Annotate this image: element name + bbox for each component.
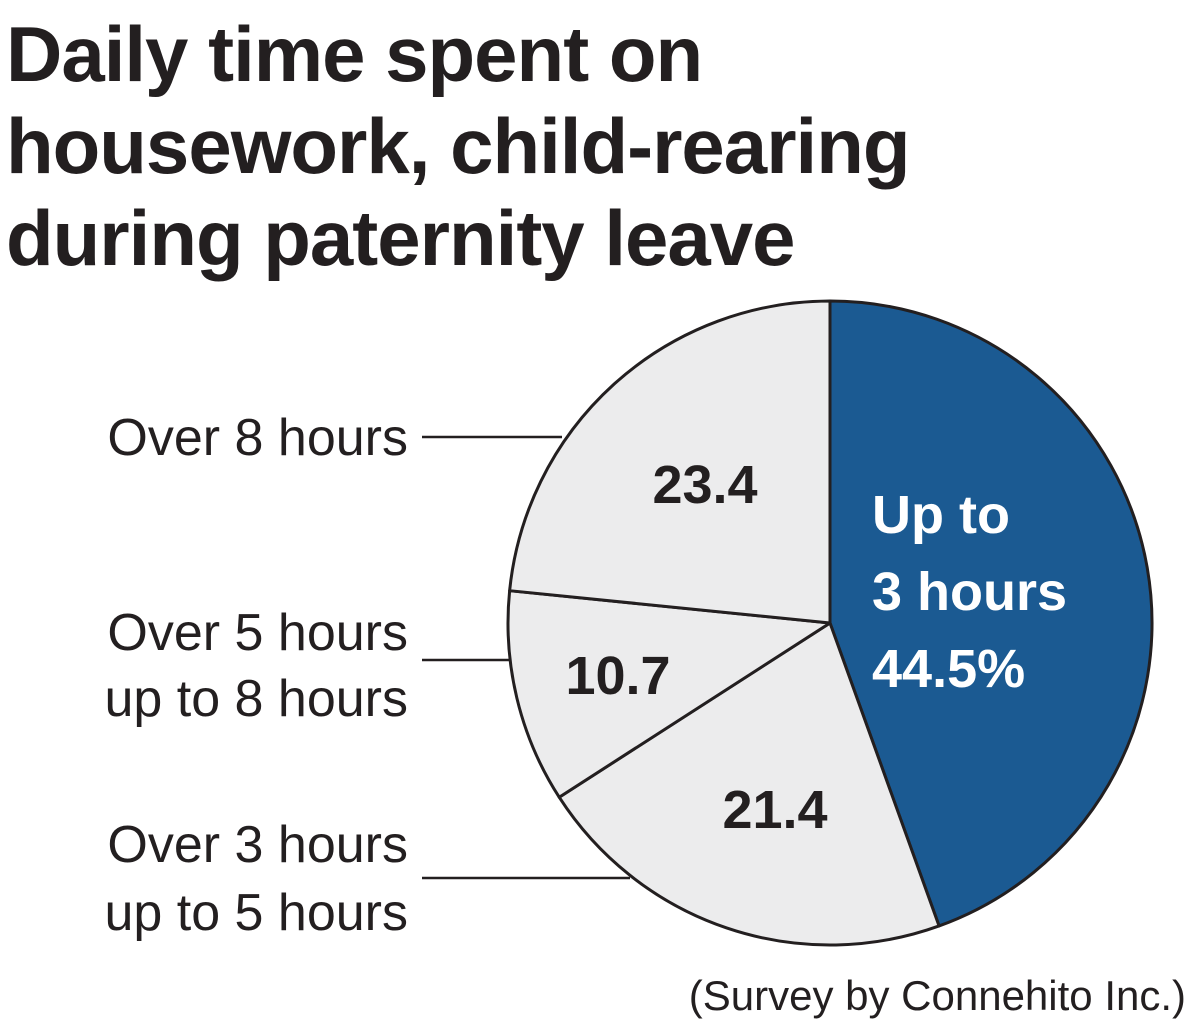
slice-1-category-line-1: up to 5 hours: [104, 884, 408, 942]
pie-labels: Up to 3 hours 44.5% 21.4 Over 3 hours up to 5…: [104, 409, 1067, 942]
pie-slice-0: [828, 299, 1154, 928]
pie-slice-2: [506, 589, 832, 799]
pie-slices: [506, 299, 1154, 947]
slice-2-value: 10.7: [565, 646, 670, 706]
slice-0-label-line-1: 3 hours: [872, 562, 1067, 622]
slice-2-category-line-1: up to 8 hours: [104, 670, 408, 728]
chart-title-line-3: during paternity leave: [6, 194, 796, 282]
source-note: (Survey by Connehito Inc.): [689, 972, 1186, 1019]
slice-3-category-line-0: Over 8 hours: [107, 409, 408, 467]
chart-title-line-1: Daily time spent on: [6, 10, 703, 98]
slice-0-value: 44.5%: [872, 639, 1025, 699]
pie-slice-1: [557, 621, 941, 947]
slice-2-category-line-0: Over 5 hours: [107, 604, 408, 662]
slice-1-value: 21.4: [722, 780, 827, 840]
pie-slice-3: [508, 299, 832, 625]
chart-title-line-2: housework, child-rearing: [6, 102, 911, 190]
leader-lines: [422, 435, 630, 880]
slice-3-value: 23.4: [652, 455, 757, 515]
slice-1-category-line-0: Over 3 hours: [107, 816, 408, 874]
slice-0-label-line-0: Up to: [872, 485, 1010, 545]
chart-title: Daily time spent on housework, child-rea…: [6, 8, 1186, 284]
